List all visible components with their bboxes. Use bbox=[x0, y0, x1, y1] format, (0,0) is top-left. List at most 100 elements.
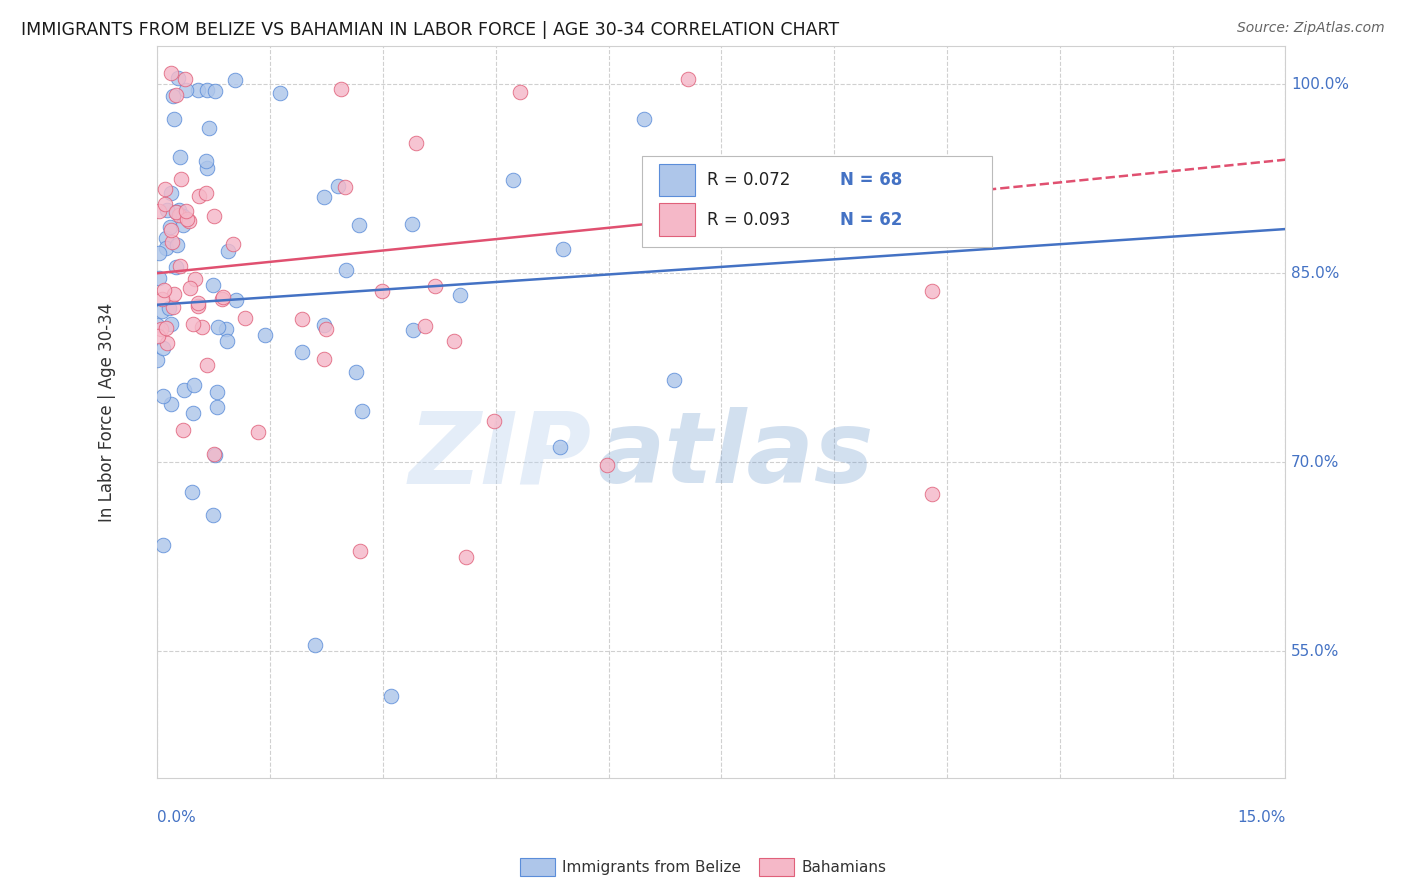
Point bbox=[169, 259, 191, 273]
Point bbox=[148, 270, 170, 285]
Point bbox=[162, 300, 184, 314]
Point bbox=[335, 262, 357, 277]
Point bbox=[167, 202, 190, 217]
Point bbox=[202, 210, 225, 224]
Point bbox=[165, 87, 187, 102]
Point bbox=[150, 292, 173, 306]
Text: In Labor Force | Age 30-34: In Labor Force | Age 30-34 bbox=[97, 302, 115, 522]
Point bbox=[170, 172, 193, 186]
Point bbox=[160, 66, 183, 80]
Point bbox=[153, 181, 176, 195]
Text: ZIP: ZIP bbox=[409, 408, 592, 504]
Point bbox=[163, 286, 186, 301]
Point bbox=[202, 278, 225, 293]
Point bbox=[181, 406, 204, 420]
Point bbox=[509, 86, 531, 100]
Point bbox=[146, 352, 169, 367]
Point bbox=[162, 88, 184, 103]
Text: 15.0%: 15.0% bbox=[1237, 811, 1285, 825]
Point bbox=[150, 304, 173, 318]
Point bbox=[595, 458, 617, 473]
Point bbox=[401, 217, 423, 231]
Point bbox=[304, 638, 326, 652]
Point bbox=[502, 173, 524, 187]
Point bbox=[224, 72, 246, 87]
Point bbox=[254, 328, 277, 343]
Point bbox=[662, 374, 685, 388]
Point bbox=[405, 136, 427, 150]
Point bbox=[380, 689, 402, 703]
Text: 100.0%: 100.0% bbox=[1291, 77, 1348, 92]
Text: 0.0%: 0.0% bbox=[157, 811, 197, 825]
Point bbox=[205, 400, 228, 414]
Point bbox=[676, 72, 699, 87]
Point bbox=[165, 205, 187, 219]
Text: IMMIGRANTS FROM BELIZE VS BAHAMIAN IN LABOR FORCE | AGE 30-34 CORRELATION CHART: IMMIGRANTS FROM BELIZE VS BAHAMIAN IN LA… bbox=[21, 21, 839, 39]
Point bbox=[449, 287, 471, 301]
Point bbox=[148, 203, 170, 218]
Point bbox=[167, 208, 190, 222]
Point bbox=[184, 272, 207, 286]
Point bbox=[153, 284, 176, 298]
Point bbox=[165, 260, 187, 274]
Text: 85.0%: 85.0% bbox=[1291, 266, 1340, 281]
Text: R = 0.072: R = 0.072 bbox=[707, 171, 790, 189]
Point bbox=[402, 323, 425, 337]
Text: Immigrants from Belize: Immigrants from Belize bbox=[562, 860, 741, 874]
Text: 70.0%: 70.0% bbox=[1291, 455, 1340, 470]
Point bbox=[174, 203, 197, 218]
Text: 55.0%: 55.0% bbox=[1291, 644, 1340, 659]
Point bbox=[312, 318, 335, 333]
Point bbox=[291, 344, 314, 359]
Point bbox=[195, 358, 218, 372]
Point bbox=[187, 296, 209, 310]
FancyBboxPatch shape bbox=[643, 156, 993, 247]
Point bbox=[350, 404, 373, 418]
Point bbox=[156, 335, 179, 350]
Point bbox=[176, 212, 198, 227]
Point bbox=[146, 318, 169, 332]
Text: N = 62: N = 62 bbox=[839, 211, 903, 228]
Point bbox=[166, 71, 188, 86]
Point bbox=[198, 121, 221, 136]
Point bbox=[315, 321, 337, 335]
Point bbox=[195, 83, 218, 97]
Point bbox=[152, 341, 174, 355]
Point bbox=[180, 485, 202, 500]
FancyBboxPatch shape bbox=[659, 164, 696, 196]
Point bbox=[202, 508, 225, 522]
Text: atlas: atlas bbox=[598, 408, 873, 504]
Point bbox=[172, 424, 194, 438]
Point bbox=[150, 322, 173, 336]
Point bbox=[413, 319, 436, 334]
Point bbox=[225, 293, 247, 307]
Point bbox=[314, 352, 336, 367]
Text: N = 68: N = 68 bbox=[839, 171, 903, 189]
Point bbox=[152, 389, 174, 403]
Point bbox=[291, 311, 314, 326]
Point bbox=[217, 244, 239, 258]
Point bbox=[155, 230, 177, 244]
Text: R = 0.093: R = 0.093 bbox=[707, 211, 790, 228]
Point bbox=[195, 161, 218, 175]
Point bbox=[148, 245, 170, 260]
Point bbox=[160, 223, 183, 237]
Point bbox=[173, 383, 195, 397]
Point bbox=[183, 377, 205, 392]
Point bbox=[222, 237, 245, 252]
Point bbox=[921, 487, 943, 501]
Point bbox=[153, 197, 176, 211]
Point bbox=[155, 321, 177, 335]
Point bbox=[173, 72, 195, 87]
Point bbox=[269, 86, 291, 100]
Point bbox=[443, 334, 465, 348]
Point bbox=[148, 329, 170, 343]
Point bbox=[157, 301, 180, 316]
Point bbox=[202, 447, 225, 461]
FancyBboxPatch shape bbox=[659, 203, 696, 235]
Point bbox=[215, 321, 238, 335]
Point bbox=[172, 218, 194, 232]
Point bbox=[160, 318, 183, 332]
Point bbox=[349, 543, 371, 558]
Point bbox=[155, 241, 177, 255]
